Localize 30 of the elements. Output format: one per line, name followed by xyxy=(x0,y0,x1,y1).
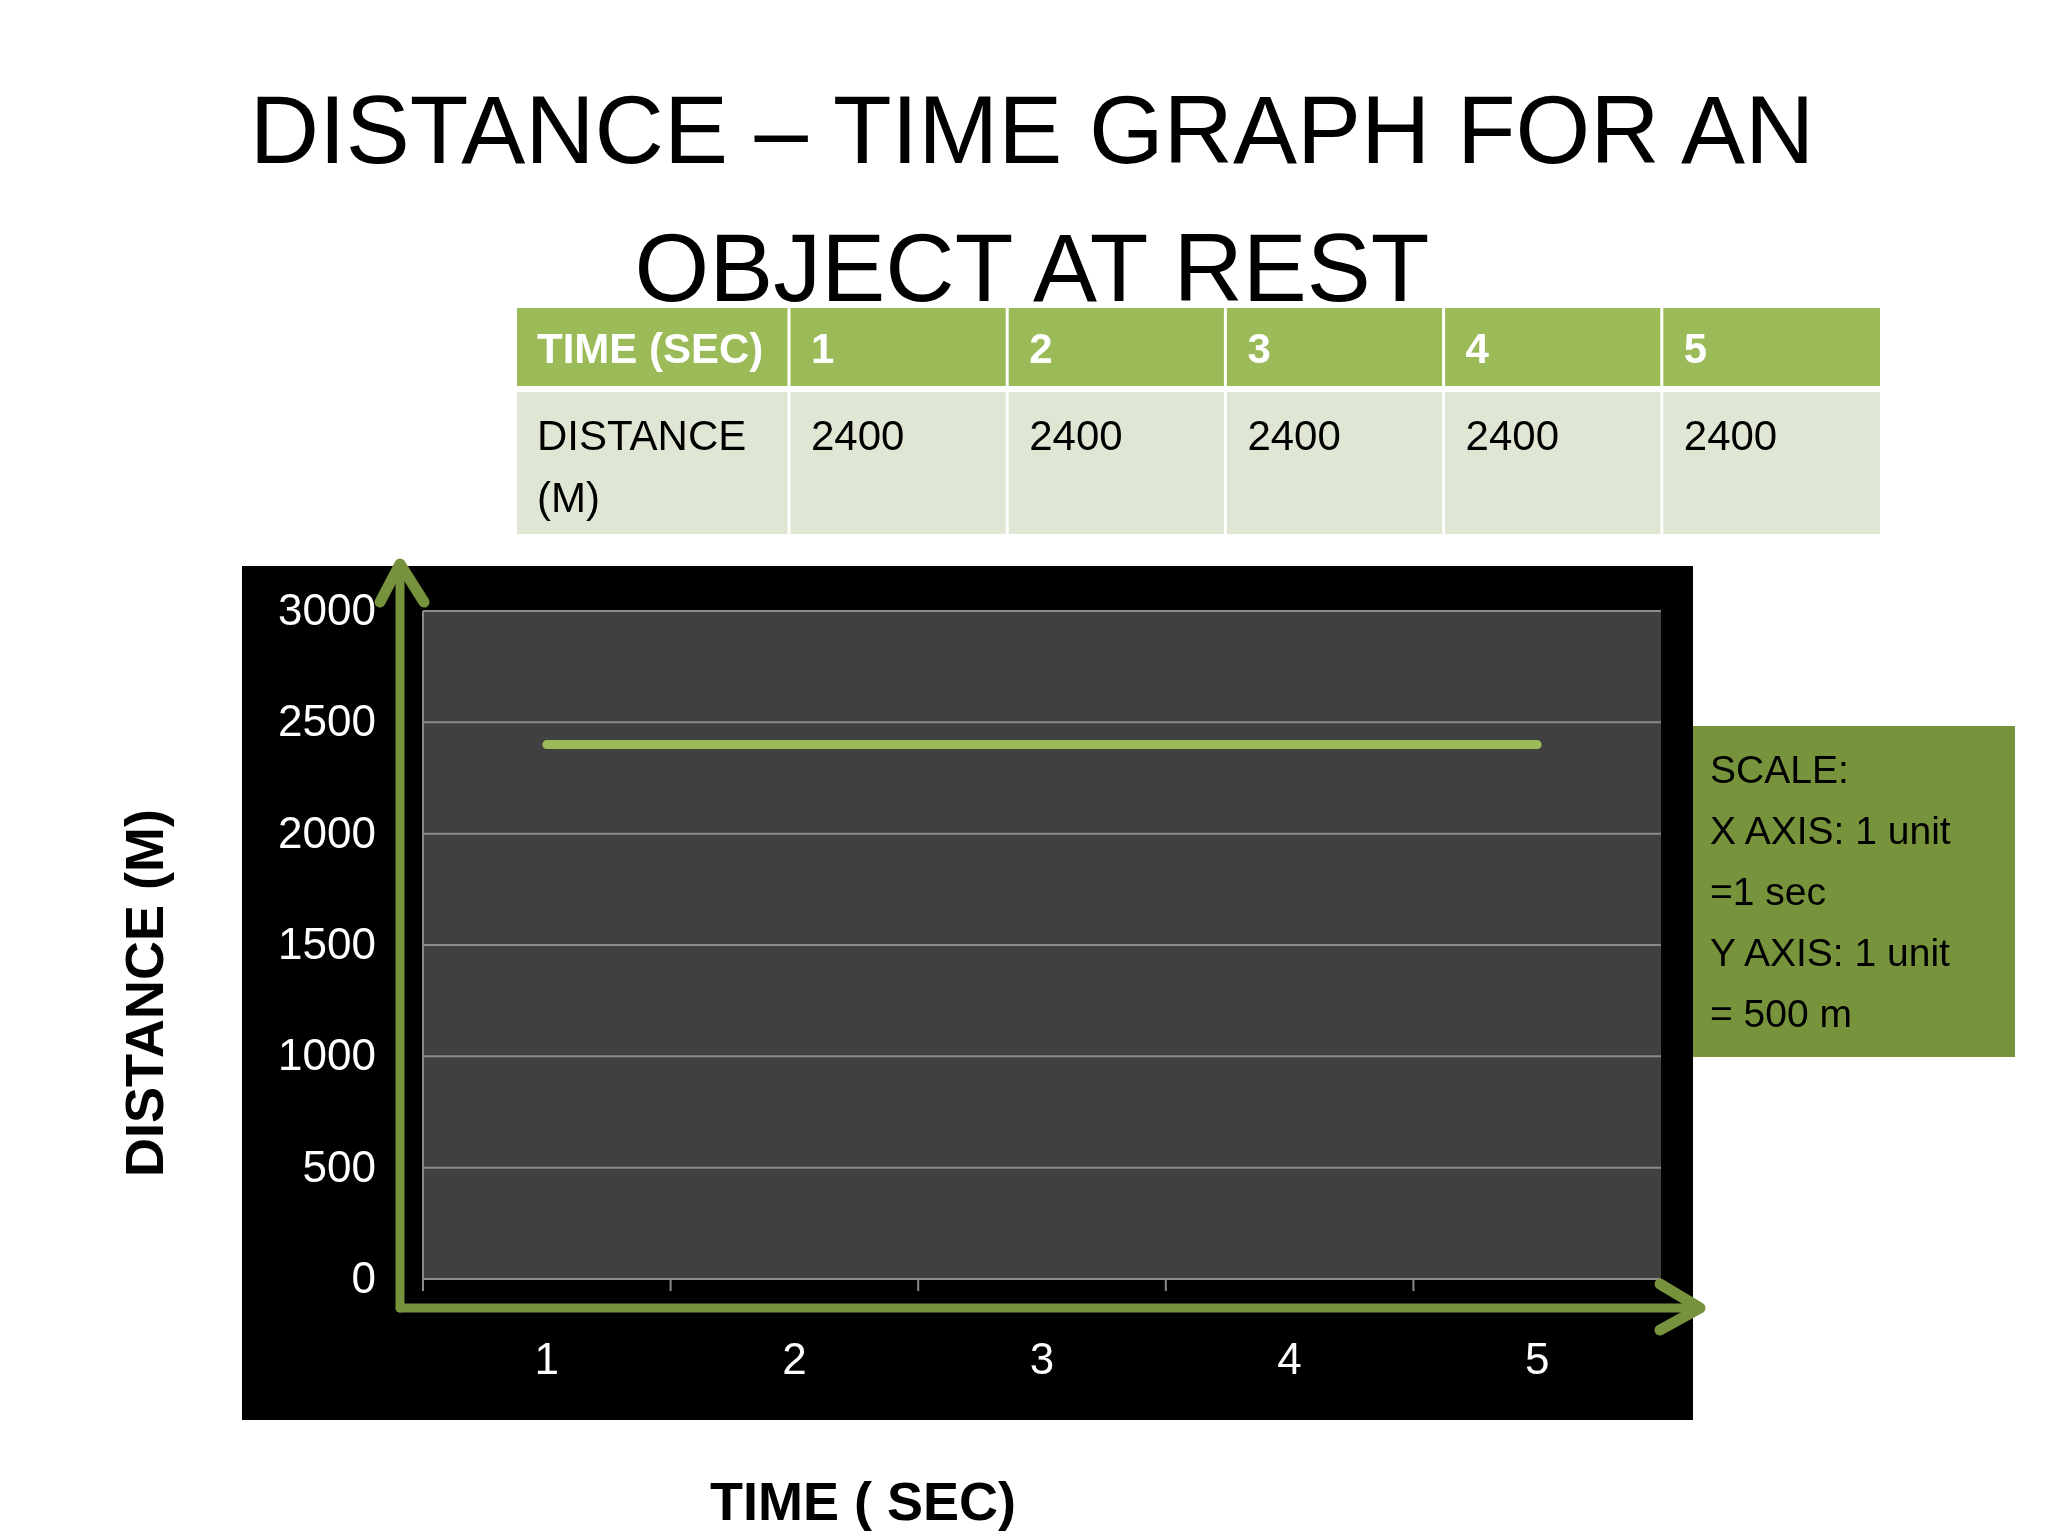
category-label: 4 xyxy=(1465,325,1489,372)
category-label: 1 xyxy=(811,325,835,372)
y-tick-label: 0 xyxy=(351,1253,376,1302)
y-tick-label: 2000 xyxy=(278,807,376,857)
text: 2400 xyxy=(1247,412,1341,459)
text: 2400 xyxy=(1465,412,1560,459)
x-tick-label: 2 xyxy=(782,1334,807,1383)
category-label: 2 xyxy=(1029,325,1053,372)
y-axis-title: DISTANCE (M) xyxy=(114,809,174,1177)
text: 2400 xyxy=(811,412,905,459)
x-axis-title: TIME ( SEC) xyxy=(710,1471,1016,1531)
text: SCALE: xyxy=(1710,748,1849,791)
x-tick-label: 3 xyxy=(1029,1334,1055,1383)
text: Y AXIS: 1 unit = 500 m xyxy=(1710,931,1951,1035)
category-label: 5 xyxy=(1683,325,1708,372)
x-tick-label: 5 xyxy=(1524,1334,1550,1383)
y-tick-label: 500 xyxy=(302,1141,376,1191)
y-tick-label: 3000 xyxy=(278,585,376,634)
y-tick-label: 1500 xyxy=(278,919,376,968)
category-label: 3 xyxy=(1247,325,1271,372)
text: 2400 xyxy=(1683,412,1778,459)
x-tick-label: 1 xyxy=(534,1334,560,1383)
chart-title: DISTANCE – TIME GRAPH FOR AN OBJECT AT REST xyxy=(249,76,1815,321)
text: 2400 xyxy=(1029,412,1123,459)
y-tick-label: 2500 xyxy=(278,696,376,746)
text: X AXIS: 1 unit =1 sec xyxy=(1710,809,1951,913)
text: DISTANCE (M) xyxy=(537,412,747,521)
text: TIME (SEC) xyxy=(537,325,764,372)
x-tick-label: 4 xyxy=(1277,1334,1302,1383)
y-tick-label: 1000 xyxy=(278,1030,376,1080)
